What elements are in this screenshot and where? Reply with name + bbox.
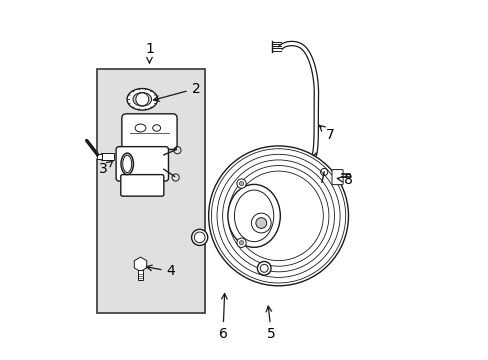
Ellipse shape (122, 155, 131, 172)
Ellipse shape (121, 153, 133, 175)
Text: 2: 2 (153, 82, 200, 101)
Circle shape (239, 240, 243, 245)
Text: 1: 1 (145, 42, 154, 63)
Circle shape (236, 179, 245, 188)
Text: 3: 3 (98, 161, 112, 176)
Circle shape (239, 181, 243, 186)
Circle shape (208, 146, 348, 286)
FancyBboxPatch shape (116, 147, 168, 181)
Bar (97, 154, 102, 159)
Text: 5: 5 (265, 306, 275, 341)
Polygon shape (134, 257, 146, 271)
FancyBboxPatch shape (122, 114, 177, 149)
Ellipse shape (227, 184, 280, 247)
Ellipse shape (191, 229, 207, 246)
FancyBboxPatch shape (331, 170, 343, 185)
Ellipse shape (127, 89, 157, 110)
Text: 6: 6 (218, 293, 227, 341)
Ellipse shape (194, 232, 204, 243)
Text: 4: 4 (146, 265, 175, 278)
Bar (137, 270, 143, 280)
Ellipse shape (260, 264, 267, 272)
Bar (101, 153, 113, 160)
FancyBboxPatch shape (121, 175, 163, 196)
Text: 7: 7 (319, 125, 334, 142)
Ellipse shape (255, 218, 266, 228)
Circle shape (236, 238, 245, 247)
FancyBboxPatch shape (97, 69, 204, 313)
Circle shape (136, 93, 148, 106)
Ellipse shape (257, 261, 270, 275)
Ellipse shape (251, 213, 270, 233)
Ellipse shape (133, 93, 151, 106)
Text: 8: 8 (337, 173, 352, 187)
